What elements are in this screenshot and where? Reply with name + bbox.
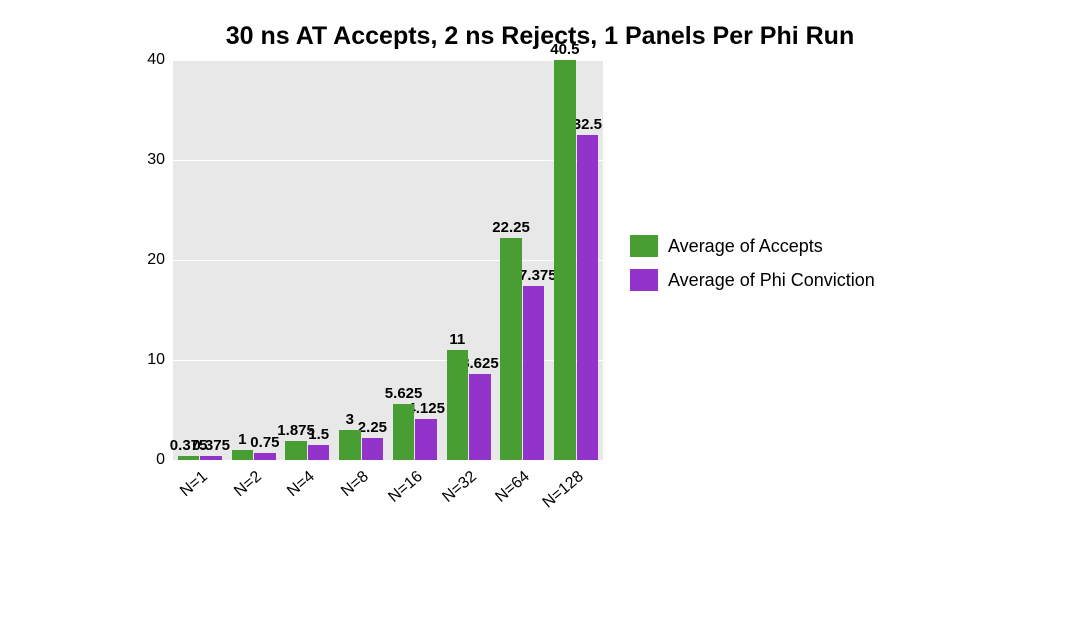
xtick-label: N=4 (285, 468, 319, 501)
plot-area: 0.3750.37510.751.8751.532.255.6254.12511… (173, 60, 603, 460)
legend-swatch (630, 269, 658, 291)
legend-label: Average of Accepts (668, 236, 823, 257)
gridline (173, 160, 603, 161)
ytick-label: 40 (65, 51, 165, 69)
bar-primary: 1.875 (285, 441, 307, 460)
ytick-label: 10 (65, 351, 165, 369)
xtick-label: N=32 (439, 468, 480, 507)
bar-secondary: 0.375 (200, 456, 222, 460)
bar-secondary: 2.25 (362, 438, 384, 461)
bar-primary: 0.375 (178, 456, 200, 460)
xtick-label: N=8 (338, 468, 372, 501)
bar-secondary: 32.5 (577, 135, 599, 460)
bar-secondary: 0.75 (254, 453, 276, 461)
chart-stage: 30 ns AT Accepts, 2 ns Rejects, 1 Panels… (0, 0, 1080, 633)
bar-primary: 22.25 (500, 238, 522, 461)
legend: Average of Accepts Average of Phi Convict… (630, 235, 875, 303)
bar-value-label: 1 (238, 431, 246, 450)
xtick-label: N=1 (177, 468, 211, 501)
bar-secondary: 4.125 (415, 419, 437, 460)
xtick-label: N=64 (493, 468, 534, 507)
bar-value-label: 0.75 (250, 434, 279, 453)
xtick-label: N=2 (231, 468, 265, 501)
bar-value-label: 2.25 (358, 419, 387, 438)
bar-value-label: 32.5 (573, 116, 602, 135)
bar-value-label: 0.375 (170, 437, 208, 456)
bar-secondary: 17.375 (523, 286, 545, 460)
legend-item: Average of Phi Conviction (630, 269, 875, 291)
bar-value-label: 40.5 (550, 41, 579, 60)
bar-value-label: 22.25 (492, 219, 530, 238)
bar-value-label: 1.875 (277, 422, 315, 441)
chart-title: 30 ns AT Accepts, 2 ns Rejects, 1 Panels… (50, 22, 1030, 51)
bar-value-label: 11 (449, 331, 465, 350)
legend-label: Average of Phi Conviction (668, 270, 875, 291)
bar-primary: 3 (339, 430, 361, 460)
gridline (173, 260, 603, 261)
legend-swatch (630, 235, 658, 257)
ytick-label: 30 (65, 151, 165, 169)
legend-item: Average of Accepts (630, 235, 875, 257)
ytick-label: 20 (65, 251, 165, 269)
bar-secondary: 8.625 (469, 374, 491, 460)
bar-primary: 11 (447, 350, 469, 460)
bar-value-label: 5.625 (385, 385, 423, 404)
bar-primary: 40.5 (554, 60, 576, 460)
ytick-label: 0 (65, 451, 165, 469)
gridline (173, 60, 603, 61)
bar-primary: 5.625 (393, 404, 415, 460)
xtick-label: N=16 (385, 468, 426, 507)
bar-primary: 1 (232, 450, 254, 460)
bar-value-label: 3 (346, 411, 354, 430)
bar-secondary: 1.5 (308, 445, 330, 460)
gridline (173, 460, 603, 461)
xtick-label: N=128 (540, 468, 588, 512)
